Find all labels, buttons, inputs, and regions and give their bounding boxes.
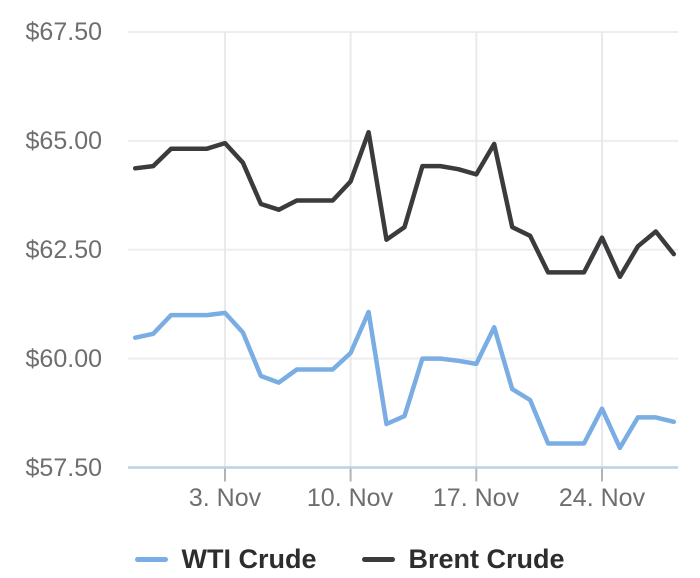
x-axis-label: 24. Nov	[558, 484, 646, 512]
brent-line-swatch	[362, 556, 396, 562]
x-axis-label: 17. Nov	[432, 484, 520, 512]
legend: WTI Crude Brent Crude	[0, 542, 700, 576]
legend-label-brent: Brent Crude	[408, 544, 565, 574]
x-axis-label: 3. Nov	[188, 484, 262, 512]
wti-crude-line	[132, 309, 677, 451]
y-axis-label: $60.00	[25, 345, 102, 373]
y-axis-label: $62.50	[25, 236, 102, 264]
brent-crude-line	[132, 129, 677, 280]
y-axis-label: $57.50	[25, 454, 102, 482]
legend-item-brent: Brent Crude	[362, 544, 565, 574]
y-axis-label: $67.50	[25, 18, 102, 46]
legend-item-wti: WTI Crude	[135, 544, 316, 574]
x-axis-label: 10. Nov	[306, 484, 394, 512]
wti-line-swatch	[135, 556, 169, 562]
legend-label-wti: WTI Crude	[181, 544, 317, 574]
y-axis-label: $65.00	[25, 127, 102, 155]
